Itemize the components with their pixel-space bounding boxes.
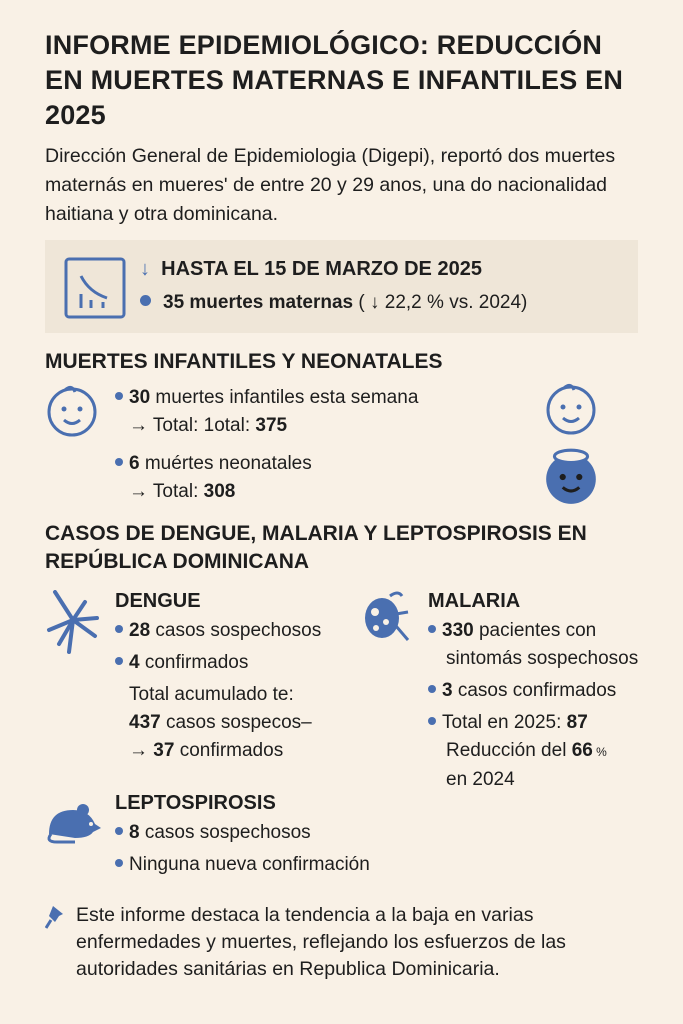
declining-chart-icon — [64, 257, 126, 319]
rat-icon — [47, 804, 101, 844]
list-item: 30 muertes infantiles esta semana — [115, 384, 418, 412]
list-subitem: → Total: 1otal: 375 — [129, 415, 288, 436]
list-item: 4 confirmados — [115, 649, 321, 677]
malaria-title: MALARIA — [428, 590, 521, 612]
maternal-callout: ↓ HASTA EL 15 DE MARZO DE 2025 35 muerte… — [45, 240, 638, 333]
mosquito-icon — [47, 590, 99, 654]
list-item: 8 casos sospechosos — [115, 819, 370, 847]
dengue-title: DENGUE — [115, 590, 201, 612]
bullet-icon — [115, 391, 123, 400]
bullet-icon — [428, 716, 436, 725]
callout-stat: 35 muertes maternas ( ↓ 22,2 % vs. 2024) — [140, 292, 527, 314]
page-title: INFORME EPIDEMIOLÓGICO: REDUCCIÓN EN MUE… — [45, 30, 624, 130]
baby-face-icon — [546, 383, 596, 435]
down-arrow-icon: ↓ — [140, 258, 150, 280]
bullet-icon — [115, 858, 123, 867]
baby-face-icon — [47, 385, 97, 437]
footer-note: Este informe destaca la tendencia a la b… — [76, 904, 566, 980]
lepto-section: LEPTOSPIROSIS 8 casos sospechosos Ningun… — [115, 792, 370, 879]
callout-heading: ↓ HASTA EL 15 DE MARZO DE 2025 — [140, 258, 482, 280]
dengue-total-suspected: 437 casos sospecos– — [129, 712, 312, 733]
intro-text: Dirección General de Epidemiologia (Dige… — [45, 145, 616, 225]
infant-list: 30 muertes infantiles esta semana → Tota… — [115, 384, 418, 506]
list-item-cont: en 2024 — [446, 769, 515, 790]
list-item: 3 casos confirmados — [428, 677, 638, 705]
list-item-cont: sintomás sospechosos — [446, 648, 639, 669]
pushpin-icon — [45, 906, 63, 929]
bullet-icon — [115, 656, 123, 665]
bullet-icon — [428, 684, 436, 693]
bullet-icon — [115, 624, 123, 633]
list-item: Ninguna nueva confirmación — [115, 851, 370, 879]
diseases-heading: CASOS DE DENGUE, MALARIA Y LEPTOSPIROSIS… — [45, 522, 587, 573]
list-item-cont: Reducción del 66 % — [446, 740, 607, 761]
list-subitem: → Total: 308 — [129, 481, 236, 502]
infant-heading: MUERTES INFANTILES Y NEONATALES — [45, 350, 443, 373]
bullet-icon — [140, 295, 151, 307]
list-item: 28 casos sospechosos — [115, 617, 321, 645]
bullet-icon — [428, 624, 436, 633]
list-item: 330 pacientes con — [428, 617, 638, 645]
list-item: 6 muértes neonatales — [115, 450, 418, 478]
bullet-icon — [115, 457, 123, 466]
parasite-icon — [365, 591, 410, 641]
bullet-icon — [115, 826, 123, 835]
malaria-section: MALARIA 330 pacientes con sintomás sospe… — [428, 590, 638, 794]
dengue-total-label: Total acumulado te: — [129, 684, 294, 705]
neonate-face-icon — [546, 448, 596, 504]
dengue-section: DENGUE 28 casos sospechosos 4 confirmado… — [115, 590, 321, 765]
list-item: Total en 2025: 87 — [428, 709, 638, 737]
dengue-total-confirmed: → 37 confirmados — [129, 740, 284, 761]
lepto-title: LEPTOSPIROSIS — [115, 792, 276, 814]
